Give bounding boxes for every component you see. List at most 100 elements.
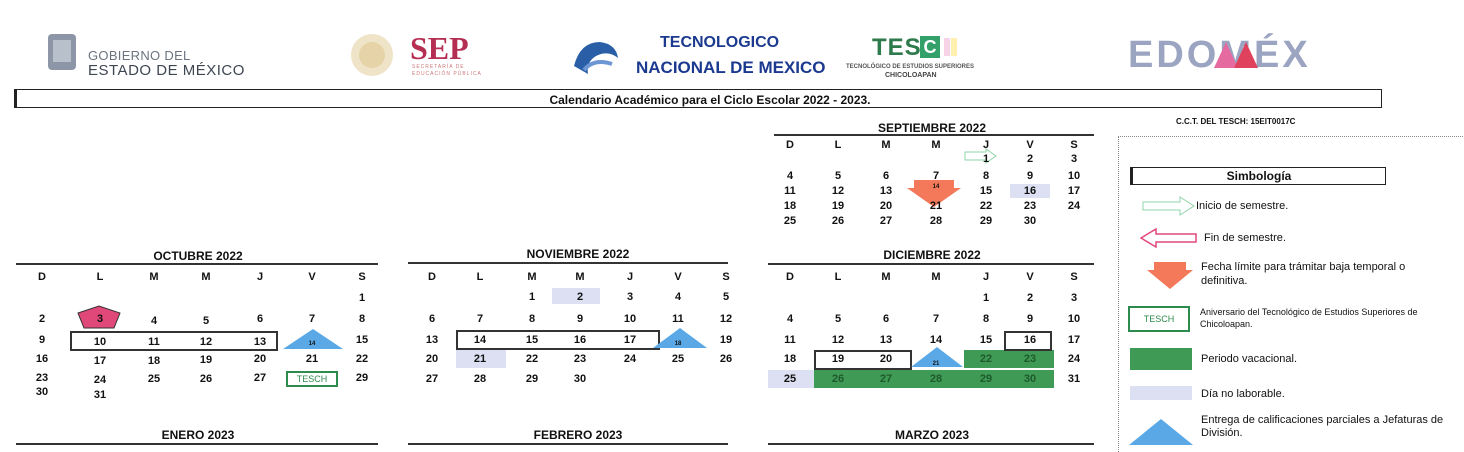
calendar-cell: S [1070, 139, 1078, 151]
calendar-cell: 23 [35, 372, 49, 384]
calendar-cell: 18 [674, 341, 682, 347]
calendar-cell: 2 [38, 313, 46, 325]
calendar-cell: 8 [982, 313, 990, 325]
sep-subtitle: SECRETARÍA DE EDUCACIÓN PÚBLICA [412, 64, 482, 77]
calendar-cell: 22 [355, 353, 369, 365]
calendar-cell: 9 [1026, 313, 1034, 325]
calendar-cell: V [1026, 271, 1034, 283]
tecnm-emblem-icon [570, 36, 622, 83]
calendar-cell: 7 [932, 313, 940, 325]
calendar-cell: J [982, 139, 990, 151]
calendar-cell: 16 [1023, 185, 1037, 197]
calendar-cell: 22 [979, 200, 993, 212]
calendar-cell: 3 [626, 291, 634, 303]
calendar-cell: 26 [199, 373, 213, 385]
month-title-noviembre: NOVIEMBRE 2022 [526, 247, 630, 261]
legend-panel [1118, 136, 1464, 452]
calendar-cell: J [256, 271, 264, 283]
nonworking-day [552, 288, 600, 304]
gob-line2: ESTADO DE MÉXICO [88, 62, 245, 79]
tesch-logo-text: TES [872, 34, 922, 61]
tesch-anniversary-box: TESCH [286, 371, 338, 387]
calendar-cell: 29 [979, 215, 993, 227]
calendar-cell: 10 [93, 336, 107, 348]
calendar-cell: 20 [879, 200, 893, 212]
end-semester-pentagon-icon [76, 305, 122, 334]
calendar-cell: 21 [473, 353, 487, 365]
end-semester-arrow-icon [1139, 227, 1198, 253]
calendar-cell: 29 [979, 373, 993, 385]
calendar-cell: 27 [253, 372, 267, 384]
calendar-cell: 26 [831, 215, 845, 227]
calendar-cell: 11 [784, 334, 796, 346]
month-title-enero: ENERO 2023 [161, 428, 235, 442]
calendar-cell: 13 [253, 336, 267, 348]
calendar-cell: M [881, 139, 891, 151]
calendar-cell: 14 [308, 341, 316, 347]
calendar-cell: V [308, 271, 316, 283]
month-title-octubre: OCTUBRE 2022 [153, 249, 243, 263]
calendar-cell: 12 [831, 334, 845, 346]
calendar-cell: 1 [358, 292, 366, 304]
calendar-cell: 10 [1067, 170, 1081, 182]
calendar-cell: 31 [1067, 373, 1081, 385]
legend-vacation: Periodo vacacional. [1201, 353, 1298, 365]
calendar-cell: 13 [879, 185, 893, 197]
grades-triangle-icon [910, 346, 964, 373]
edomex-logo-mark [1212, 36, 1268, 75]
calendar-cell: 5 [202, 315, 210, 327]
calendar-cell: D [428, 271, 436, 283]
calendar-cell: 29 [525, 373, 539, 385]
calendar-cell: 22 [525, 353, 539, 365]
page-title: Calendario Académico para el Ciclo Escol… [549, 93, 871, 107]
calendar-cell: 16 [573, 334, 587, 346]
calendar-cell: 17 [93, 355, 107, 367]
nonworking-day [456, 350, 506, 368]
calendar-cell: 2 [1026, 153, 1034, 165]
calendar-cell: 14 [929, 334, 943, 346]
gob-line1: GOBIERNO DEL [88, 48, 191, 63]
mexico-seal-icon [348, 32, 396, 83]
month-divider [16, 443, 378, 445]
calendar-cell: 14 [473, 334, 487, 346]
calendar-cell: 8 [528, 313, 536, 325]
calendar-cell: L [476, 271, 484, 283]
tesch-color-bars [944, 38, 964, 56]
calendar-cell: M [527, 271, 537, 283]
edomex-logo-text: EDOMÉX [1128, 34, 1311, 76]
calendar-cell: 29 [355, 372, 369, 384]
calendar-cell: 30 [573, 373, 587, 385]
month-divider [16, 263, 378, 265]
calendar-cell: 30 [35, 386, 49, 398]
calendar-cell: 18 [783, 353, 797, 365]
grades-triangle-icon [282, 328, 344, 355]
calendar-cell: 11 [148, 336, 160, 348]
month-title-diciembre: DICIEMBRE 2022 [883, 248, 981, 262]
calendar-cell: 28 [473, 373, 487, 385]
week-frame [70, 331, 278, 351]
calendar-cell: 25 [671, 353, 685, 365]
calendar-cell: 7 [308, 313, 316, 325]
calendar-cell: D [786, 271, 794, 283]
calendar-cell: V [674, 271, 682, 283]
calendar-cell: 9 [1026, 170, 1034, 182]
calendar-cell: 6 [882, 170, 890, 182]
grades-triangle-icon [1128, 418, 1194, 451]
calendar-cell: 7 [476, 313, 484, 325]
calendar-cell: D [38, 271, 46, 283]
calendar-cell: S [722, 271, 730, 283]
nonworking-swatch [1130, 386, 1192, 400]
nonworking-day [1010, 184, 1050, 198]
calendar-cell: 26 [831, 373, 845, 385]
month-title-febrero: FEBRERO 2023 [533, 428, 623, 442]
calendar-cell: 28 [929, 373, 943, 385]
calendar-cell: L [834, 139, 842, 151]
calendar-cell: 12 [719, 313, 733, 325]
calendar-cell: 15 [525, 334, 539, 346]
vacation-period [964, 350, 1054, 368]
calendar-cell: 28 [929, 215, 943, 227]
shield-icon [48, 34, 76, 70]
month-divider [774, 134, 1094, 136]
calendar-cell: 26 [719, 353, 733, 365]
legend-end-semester: Fin de semestre. [1204, 232, 1286, 244]
